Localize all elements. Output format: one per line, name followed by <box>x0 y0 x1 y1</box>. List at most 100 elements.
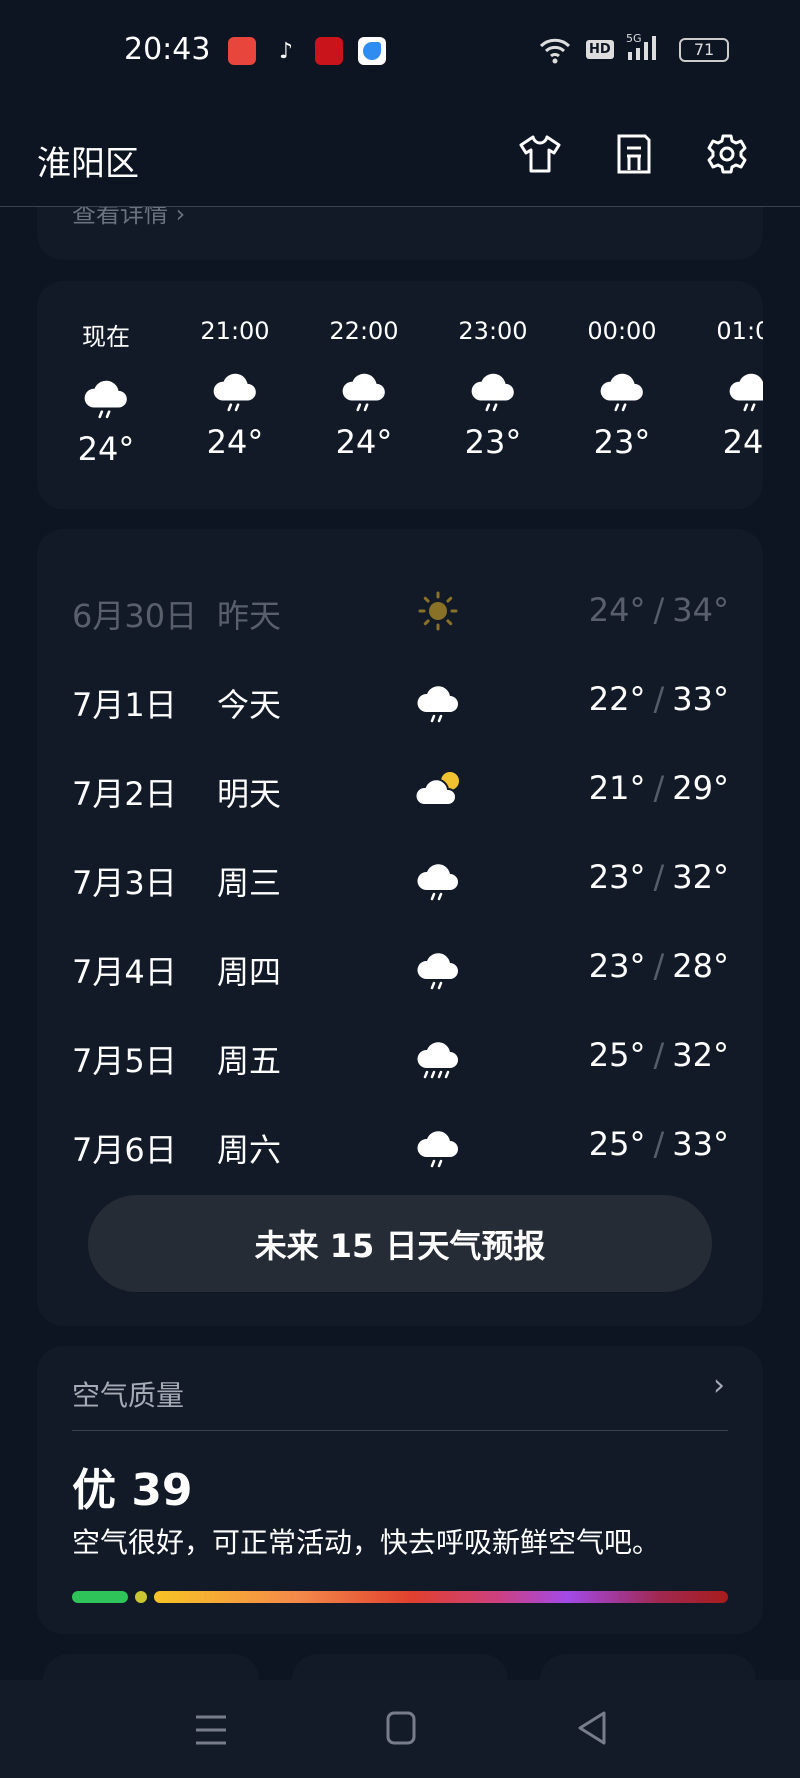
rain-icon <box>84 380 127 419</box>
aqi-scale-gradient <box>154 1591 728 1603</box>
menu-icon[interactable] <box>194 1714 228 1746</box>
partly-cloudy-icon <box>414 772 459 806</box>
air-quality-card[interactable]: 空气质量 › 优 39 空气很好，可正常活动，快去呼吸新鲜空气吧。 <box>37 1346 763 1634</box>
15-day-forecast-label: 未来 15 日天气预报 <box>254 1226 546 1265</box>
back-icon[interactable] <box>576 1710 608 1746</box>
daily-row[interactable]: 7月5日 周五 25°/32° <box>37 1036 763 1086</box>
daily-row[interactable]: 6月30日 昨天 24°/34° <box>37 591 763 641</box>
battery-indicator: 71 <box>679 38 729 62</box>
day-label: 今天 <box>217 686 282 724</box>
hour-temp: 23° <box>593 423 651 461</box>
day-date: 7月6日 <box>72 1131 177 1169</box>
aqi-description: 空气很好，可正常活动，快去呼吸新鲜空气吧。 <box>72 1526 661 1559</box>
hour-label: 01:00 <box>716 317 763 345</box>
hourly-item: 21:00 24° <box>185 317 285 461</box>
aqi-current-marker <box>135 1591 147 1603</box>
low-temp: 23° <box>588 947 646 985</box>
hour-label: 现在 <box>82 323 130 351</box>
daily-row[interactable]: 7月2日 明天 21°/29° <box>37 769 763 819</box>
day-temp-range: 25°/32° <box>589 1036 729 1074</box>
day-temp-range: 25°/33° <box>589 1125 729 1163</box>
rain-icon <box>417 953 458 990</box>
day-temp-range: 23°/32° <box>589 858 729 896</box>
chevron-right-icon[interactable]: › <box>713 1368 725 1403</box>
day-label: 周五 <box>217 1042 282 1080</box>
low-temp: 24° <box>588 591 646 629</box>
status-bar: 20:43 ♪ HD 5G 71 <box>0 30 800 70</box>
day-date: 6月30日 <box>72 597 198 635</box>
navigation-bar <box>0 1680 800 1778</box>
toutiao-app-icon <box>228 37 256 65</box>
separator: / <box>653 769 665 807</box>
location-title[interactable]: 淮阳区 <box>37 144 139 184</box>
aqi-value: 优 39 <box>72 1465 193 1516</box>
hour-temp: 24° <box>335 423 393 461</box>
separator: / <box>653 591 665 629</box>
high-temp: 32° <box>672 1036 729 1074</box>
signal-icon <box>628 36 656 60</box>
hourly-forecast-card[interactable]: 现在 24° 21:00 24° 22:00 24° 23:00 23° 00:00 23° 01:… <box>37 281 763 509</box>
day-temp-range: 23°/28° <box>589 947 729 985</box>
low-temp: 25° <box>588 1036 646 1074</box>
rain-icon <box>600 373 643 412</box>
separator: / <box>653 1125 665 1163</box>
gear-icon[interactable] <box>705 132 749 176</box>
daily-row[interactable]: 7月6日 周六 25°/33° <box>37 1125 763 1175</box>
aqi-scale-good <box>72 1591 128 1603</box>
low-temp: 22° <box>588 680 646 718</box>
high-temp: 33° <box>672 680 729 718</box>
rain-icon <box>342 373 385 412</box>
day-temp-range: 24°/34° <box>589 591 729 629</box>
day-date: 7月4日 <box>72 953 177 991</box>
hour-label: 23:00 <box>458 317 528 345</box>
day-temp-range: 22°/33° <box>589 680 729 718</box>
day-date: 7月3日 <box>72 864 177 902</box>
hourly-item: 现在 24° <box>56 317 156 468</box>
low-temp: 23° <box>588 858 646 896</box>
high-temp: 33° <box>672 1125 729 1163</box>
rain-icon <box>417 1131 458 1168</box>
separator: / <box>653 858 665 896</box>
hour-temp: 24° <box>77 430 135 468</box>
rain-icon <box>417 686 458 723</box>
daily-row[interactable]: 7月4日 周四 23°/28° <box>37 947 763 997</box>
air-quality-title: 空气质量 <box>72 1379 185 1412</box>
home-icon[interactable] <box>385 1710 417 1746</box>
day-date: 7月1日 <box>72 686 177 724</box>
day-label: 明天 <box>217 775 282 813</box>
separator: / <box>653 680 665 718</box>
day-label: 周四 <box>217 953 282 991</box>
sunny-icon <box>418 591 458 631</box>
day-label: 昨天 <box>217 597 282 635</box>
hourly-item: 23:00 23° <box>443 317 543 461</box>
hourly-item: 00:00 23° <box>572 317 672 461</box>
tshirt-icon[interactable] <box>518 132 562 176</box>
separator: / <box>653 1036 665 1074</box>
high-temp: 28° <box>672 947 729 985</box>
daily-row[interactable]: 7月1日 今天 22°/33° <box>37 680 763 730</box>
blue-app-icon <box>358 37 386 65</box>
status-time: 20:43 <box>124 32 211 67</box>
rain-icon <box>471 373 514 412</box>
air-quality-divider <box>72 1430 728 1431</box>
wifi-icon <box>539 38 571 64</box>
document-icon[interactable] <box>611 132 655 176</box>
15-day-forecast-button[interactable]: 未来 15 日天气预报 <box>88 1195 712 1292</box>
battery-level: 71 <box>693 40 715 59</box>
header-divider <box>0 206 800 207</box>
heavy-rain-icon <box>417 1042 458 1079</box>
hour-temp: 24° <box>722 423 763 461</box>
header-background <box>0 0 800 206</box>
daily-row[interactable]: 7月3日 周三 23°/32° <box>37 858 763 908</box>
rain-icon <box>729 373 763 412</box>
hourly-item: 22:00 24° <box>314 317 414 461</box>
day-date: 7月5日 <box>72 1042 177 1080</box>
hourly-item: 01:00 24° <box>701 317 763 461</box>
high-temp: 32° <box>672 858 729 896</box>
high-temp: 29° <box>672 769 729 807</box>
hour-label: 00:00 <box>587 317 657 345</box>
douyin-app-icon: ♪ <box>278 38 294 64</box>
day-date: 7月2日 <box>72 775 177 813</box>
hour-label: 22:00 <box>329 317 399 345</box>
hd-badge: HD <box>586 40 614 59</box>
